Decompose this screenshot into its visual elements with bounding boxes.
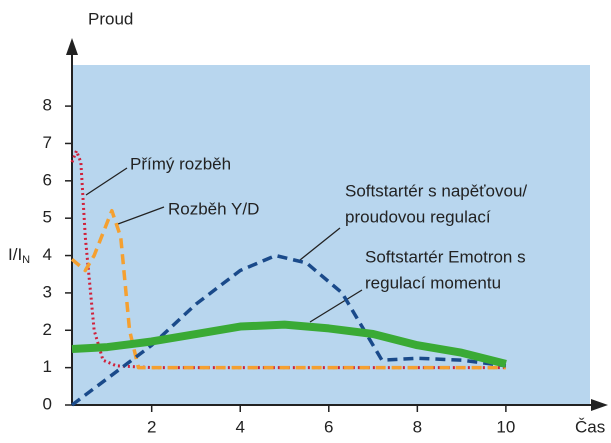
y-tick-label: 3 [43, 282, 52, 301]
y-label-main: I/I [8, 245, 22, 264]
leader-lines [85, 167, 363, 323]
series-annotation: Softstartér Emotron s [365, 247, 526, 266]
x-tick-label: 6 [324, 417, 333, 436]
series-annotation: Softstartér s napěťovou/ [345, 181, 527, 200]
y-tick-label: 0 [43, 394, 52, 413]
series-line [70, 208, 506, 370]
series-line [70, 253, 507, 407]
y-axis-label: I/IN [8, 245, 30, 265]
x-tick-label: 4 [236, 417, 245, 436]
series-annotation: Rozběh Y/D [168, 199, 259, 218]
series-annotation: regulací momentu [365, 273, 501, 292]
y-tick-label: 2 [43, 320, 52, 339]
x-arrow [591, 399, 608, 411]
y-label-sub: N [22, 254, 30, 266]
series-line [70, 149, 506, 370]
y-tick-label: 7 [43, 133, 52, 152]
y-arrow [66, 38, 78, 55]
y-axis-title: Proud [88, 9, 133, 28]
y-tick-label: 4 [43, 245, 52, 264]
y-tick-label: 8 [43, 96, 52, 115]
y-tick-label: 5 [43, 208, 52, 227]
leader [85, 167, 128, 196]
y-tick-label: 6 [43, 170, 52, 189]
x-tick-label: 8 [413, 417, 422, 436]
series-annotation: proudovou regulací [345, 207, 491, 226]
x-tick-label: 2 [147, 417, 156, 436]
x-axis-label: Čas [575, 417, 605, 436]
x-tick-label: 10 [496, 417, 515, 436]
series-annotation: Přímý rozběh [130, 154, 231, 173]
series-line [71, 320, 507, 368]
leader [299, 227, 341, 261]
y-tick-label: 1 [43, 357, 52, 376]
leader [309, 289, 363, 323]
leader [117, 206, 165, 225]
